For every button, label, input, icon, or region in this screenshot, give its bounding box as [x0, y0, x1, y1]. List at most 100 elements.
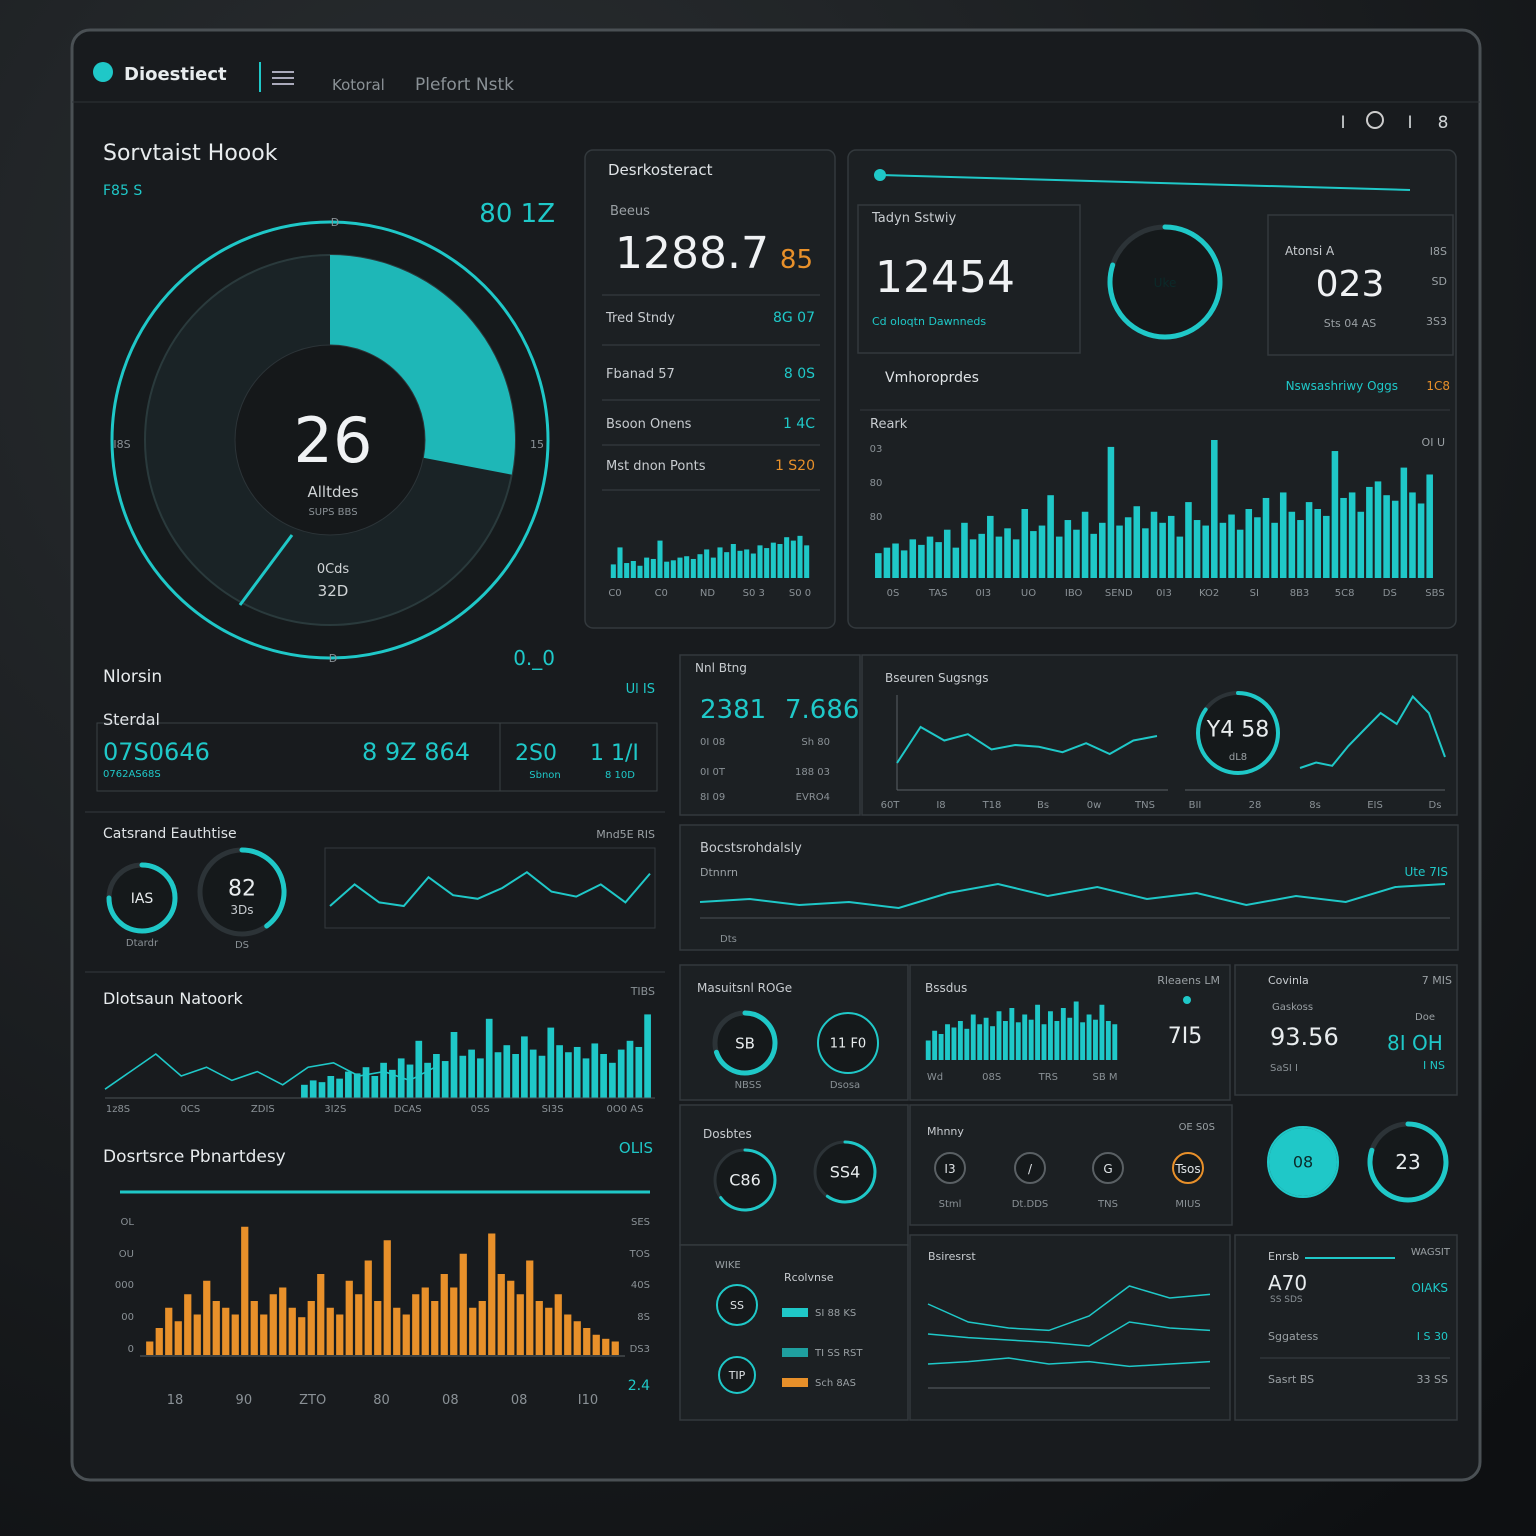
bar: [1090, 533, 1097, 578]
bar: [1107, 446, 1115, 578]
corner: Rleaens LM: [1157, 974, 1220, 987]
panel-title: Nlorsin: [103, 667, 162, 687]
corner: Ute 7IS: [1405, 865, 1448, 879]
gauge-label: Alltdes: [307, 483, 358, 501]
logo-icon: [93, 62, 113, 82]
bar: [644, 557, 650, 578]
icon[interactable]: [1366, 111, 1384, 129]
axis-label: 80: [870, 478, 883, 489]
bar: [964, 1028, 970, 1060]
axis-label: SEND: [1105, 588, 1133, 599]
value: 12454: [875, 252, 1015, 303]
card: [1267, 214, 1454, 356]
legend-swatch: [782, 1348, 808, 1357]
panel-title: Bocstsrohdalsly: [700, 841, 802, 856]
bar: [441, 1061, 449, 1098]
bar: [697, 554, 703, 578]
axis-label: C0: [655, 588, 668, 599]
bar: [1133, 506, 1141, 578]
badge: 1C8: [1426, 379, 1450, 393]
ring-arc: [817, 1012, 879, 1074]
item-label: MIUS: [1175, 1199, 1200, 1210]
bar: [345, 1071, 352, 1098]
bar: [364, 1260, 372, 1355]
bar: [298, 1317, 306, 1355]
bar: [1340, 497, 1347, 578]
bar: [477, 1058, 484, 1098]
bar: [1348, 492, 1356, 578]
bar: [402, 1314, 410, 1355]
bar: [374, 1301, 382, 1355]
bar: [1054, 1021, 1060, 1060]
line: [699, 882, 1446, 910]
axis-label: TRS: [1038, 1072, 1058, 1083]
ring-label: Dsosa: [830, 1080, 860, 1091]
row-value: EVRO4: [796, 792, 830, 803]
axis-label: 80: [373, 1393, 390, 1408]
bar: [1021, 509, 1029, 578]
chart-frame: [324, 847, 656, 929]
icon-label: Tsos: [1174, 1162, 1200, 1176]
ring-value: 11 F0: [830, 1037, 866, 1052]
bar: [529, 1049, 537, 1098]
line: [104, 1052, 436, 1090]
bar: [610, 564, 616, 578]
icon-label: I3: [944, 1162, 955, 1176]
corner: TIBS: [630, 985, 655, 998]
bar: [1093, 1019, 1098, 1060]
axis-label: C0: [608, 588, 621, 599]
ring-arc: [106, 862, 178, 934]
bar: [657, 540, 663, 578]
ring-value: 82: [228, 877, 256, 902]
bar: [670, 560, 676, 578]
line: [896, 725, 1158, 764]
bar: [609, 1062, 616, 1098]
bar: [336, 1314, 344, 1355]
ring-value: SB: [735, 1034, 755, 1052]
bar: [241, 1226, 249, 1355]
bar: [724, 552, 730, 578]
bar: [617, 1049, 625, 1098]
bar: [326, 1307, 334, 1355]
panel: [1234, 964, 1458, 1096]
bar: [573, 1046, 581, 1098]
bar: [440, 1274, 448, 1355]
gauge-tick: I8S: [113, 438, 130, 451]
foot: Dts: [720, 934, 737, 945]
bar: [535, 1301, 543, 1355]
bar: [1314, 509, 1321, 578]
slider-knob[interactable]: [874, 169, 886, 181]
dot: [1183, 996, 1191, 1004]
axis-label: 0SS: [471, 1104, 490, 1115]
bar: [1357, 511, 1365, 578]
bar: [393, 1307, 401, 1355]
bar: [926, 536, 934, 578]
bar: [1426, 474, 1433, 578]
bar: [969, 539, 977, 578]
axis-label: SBS: [1425, 588, 1444, 599]
corner: OLIS: [619, 1139, 653, 1157]
row-label: Bsoon Onens: [606, 417, 692, 432]
axis-label: OL: [121, 1217, 135, 1228]
ring-arc: [825, 1140, 877, 1204]
value: 2S0: [515, 741, 557, 766]
icon: [718, 1356, 756, 1394]
bar: [1279, 492, 1287, 578]
bar: [1211, 440, 1218, 578]
bar: [1383, 495, 1390, 578]
ring-label: NBSS: [735, 1080, 762, 1091]
axis-label: SB M: [1092, 1072, 1117, 1083]
bar: [784, 537, 790, 578]
label: Beeus: [610, 204, 650, 219]
stat: 0._0: [513, 646, 555, 670]
bar: [371, 1076, 379, 1098]
bar: [545, 1307, 553, 1355]
bar: [737, 550, 743, 578]
axis-label: 40S: [631, 1280, 650, 1291]
menu-button[interactable]: [272, 71, 294, 85]
bar: [1035, 1004, 1041, 1060]
axis-label: TOS: [629, 1249, 650, 1260]
row-value: 1 4C: [783, 416, 815, 432]
bar: [624, 563, 630, 578]
slider: [879, 174, 1411, 191]
